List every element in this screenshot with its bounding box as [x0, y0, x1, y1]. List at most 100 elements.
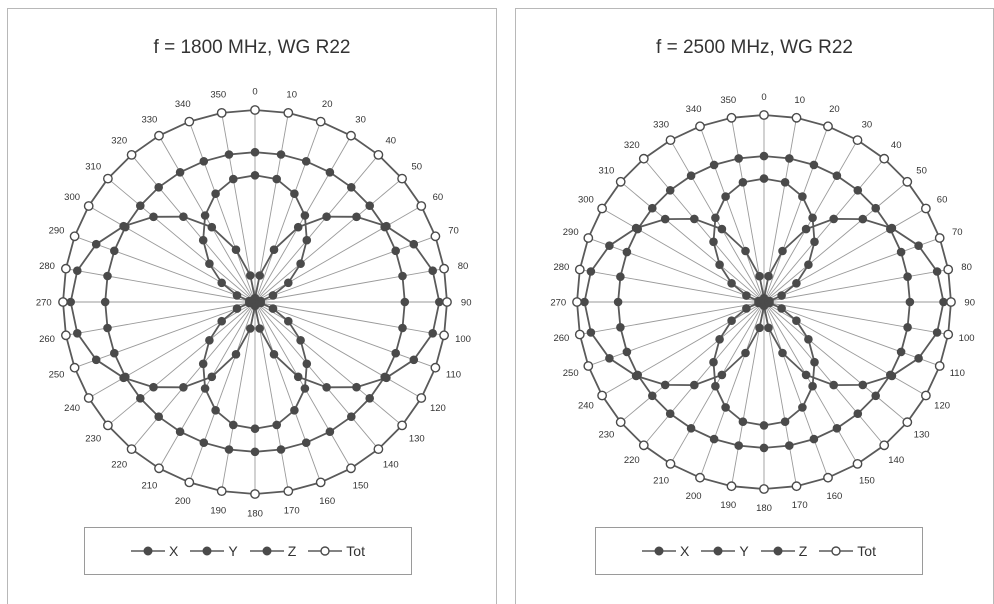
data-point [660, 214, 670, 224]
angle-tick-label: 240 [578, 400, 594, 411]
legend-item-tot: Tot [308, 543, 365, 559]
data-point [764, 323, 773, 333]
data-point [742, 291, 751, 300]
grid-spoke [254, 112, 289, 303]
angle-tick-label: 70 [448, 225, 459, 236]
angle-tick-label: 40 [891, 140, 902, 151]
data-point [622, 247, 632, 257]
data-point [605, 241, 614, 250]
data-point [785, 154, 794, 163]
data-point-open [442, 297, 452, 307]
angle-tick-label: 280 [553, 262, 569, 273]
data-point [398, 323, 407, 333]
angle-tick-label: 90 [461, 298, 472, 309]
angle-tick-label: 100 [455, 334, 471, 345]
data-point [792, 279, 801, 288]
angle-tick-label: 230 [85, 433, 101, 444]
chart-legend: X Y Z Tot [84, 527, 412, 575]
data-point [613, 297, 623, 307]
data-point [798, 192, 807, 201]
angle-tick-label: 60 [937, 195, 948, 206]
data-point [717, 370, 727, 380]
data-point-open [920, 390, 931, 401]
data-point [586, 267, 596, 276]
data-point [686, 171, 696, 180]
grid-spoke [254, 301, 403, 426]
data-point-open [416, 393, 427, 403]
legend-label: Y [739, 543, 749, 559]
grid-spoke [65, 301, 256, 336]
data-point [809, 434, 819, 444]
angle-tick-label: 260 [553, 333, 569, 344]
angle-tick-labels: 0 10 20 30 40 50 60 70 80 90 100 110 120 130 140 150 160… [36, 86, 472, 519]
data-point [224, 150, 234, 159]
legend-label: X [169, 543, 179, 559]
data-point [400, 297, 410, 307]
data-point-open [574, 264, 585, 275]
angle-tick-labels: 0 10 20 30 40 50 60 70 80 90 100 110 120 130 140 150 160… [550, 92, 975, 514]
data-point [207, 222, 217, 232]
data-point [103, 323, 112, 333]
data-point [198, 359, 208, 369]
data-point [229, 420, 238, 430]
legend-item-y: Y [701, 543, 749, 559]
angle-tick-label: 210 [653, 476, 669, 487]
data-point [778, 348, 787, 358]
grid-spoke [763, 237, 940, 303]
data-point-open [283, 486, 294, 496]
data-point [365, 394, 375, 403]
grid-spoke [65, 268, 256, 303]
data-point [810, 237, 819, 247]
data-point [391, 348, 401, 358]
data-point-open [759, 484, 769, 494]
legend-label: X [680, 543, 690, 559]
data-point-open [103, 173, 113, 184]
data-point [804, 335, 813, 344]
grid-spoke [254, 178, 403, 303]
data-point [232, 304, 242, 313]
angle-tick-label: 210 [141, 480, 157, 491]
grid-spoke [699, 126, 765, 303]
data-point-open [83, 201, 94, 211]
data-point-open [791, 481, 802, 492]
data-point-open [574, 329, 585, 340]
data-point [755, 271, 764, 281]
data-point [136, 201, 145, 210]
data-point [205, 259, 214, 268]
data-point [665, 409, 675, 419]
data-point [903, 323, 912, 332]
angle-tick-label: 250 [49, 370, 65, 381]
series-tot [572, 110, 956, 494]
angle-tick-label: 110 [446, 370, 461, 381]
grid-spoke [763, 269, 949, 303]
data-point-open [615, 417, 626, 428]
grid-spoke [588, 237, 765, 303]
data-point-open [665, 458, 676, 469]
angle-tick-label: 130 [409, 433, 425, 444]
data-point [622, 347, 632, 357]
angle-tick-label: 220 [111, 459, 127, 470]
data-point [778, 246, 787, 256]
data-point [871, 391, 881, 401]
chart-title: f = 1800 MHz, WG R22 [153, 37, 351, 58]
legend-item-z: Z [249, 543, 296, 559]
data-point [858, 380, 868, 390]
grid-spoke [579, 269, 765, 303]
angle-tick-label: 140 [383, 459, 399, 470]
data-point-open [583, 361, 594, 371]
angle-tick-label: 170 [792, 500, 808, 511]
data-point-open [439, 263, 449, 274]
data-point [268, 291, 278, 300]
data-point [738, 178, 748, 187]
data-point [250, 147, 260, 157]
data-point [709, 434, 719, 444]
data-point [905, 297, 915, 307]
data-point [91, 355, 101, 365]
grid-spoke [763, 301, 797, 487]
grid-spoke [88, 301, 256, 399]
grid-spoke [88, 205, 256, 303]
data-point [347, 183, 356, 192]
legend-label: Tot [346, 543, 365, 559]
data-point-open [665, 135, 676, 146]
data-point [66, 297, 76, 307]
